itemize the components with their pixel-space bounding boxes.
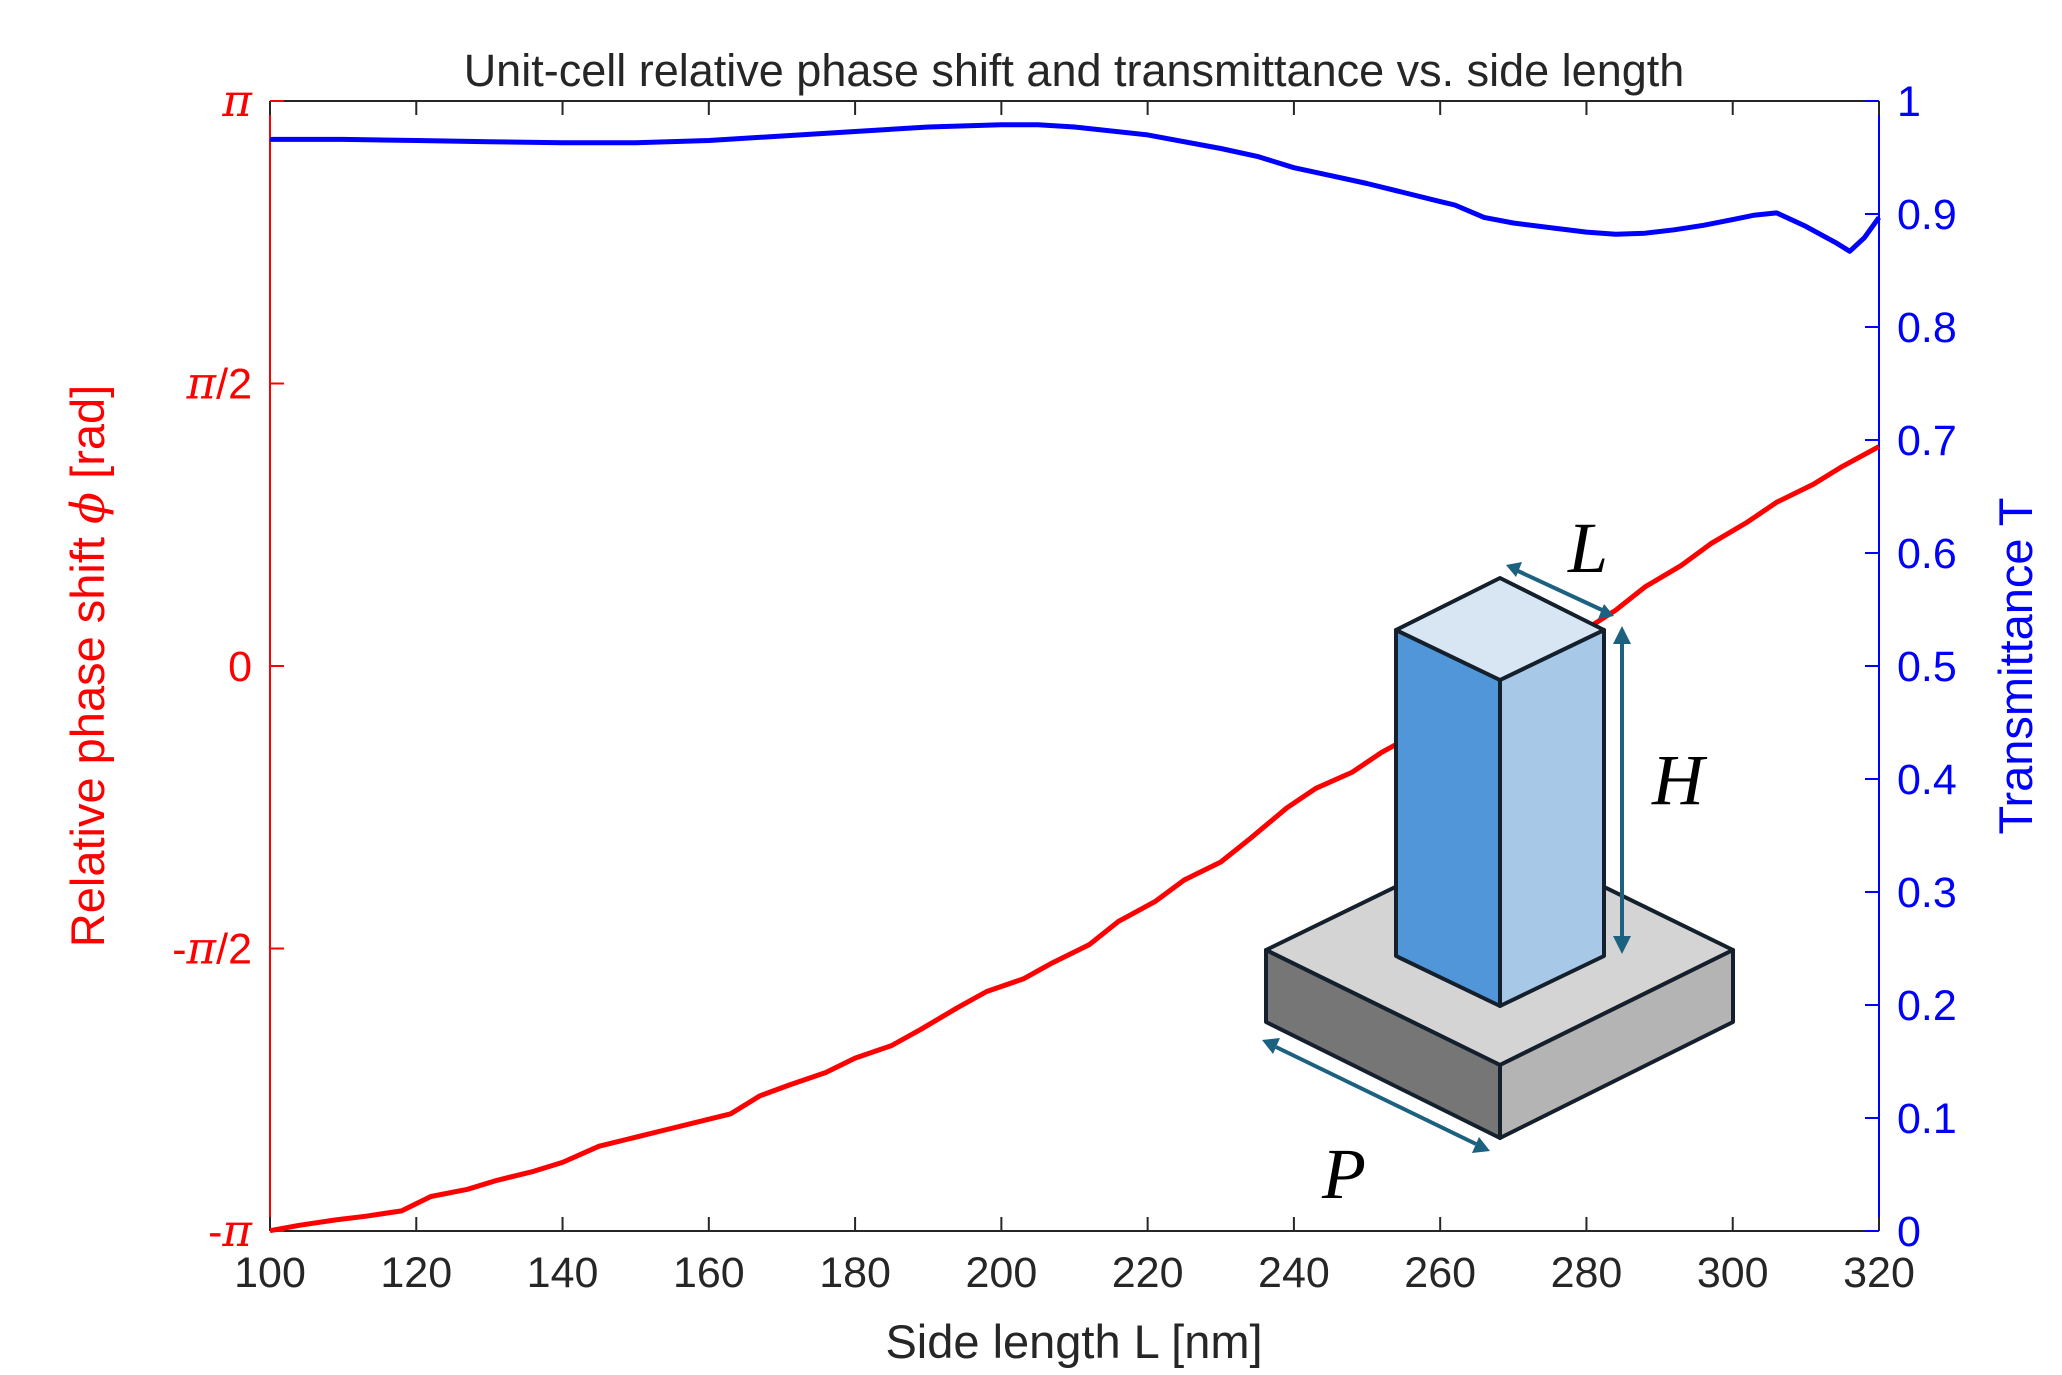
phi-symbol: ϕ — [61, 492, 116, 524]
right-y-axis-label: Transmittance T — [1989, 498, 2042, 835]
pillar-side-face — [1498, 628, 1606, 1008]
left-y-tick-label: -π — [208, 1204, 253, 1257]
right-y-tick-label: 0.2 — [1897, 982, 1957, 1030]
x-tick-label: 120 — [380, 1249, 452, 1297]
left-y-tick-label: 0 — [228, 643, 252, 691]
left-y-axis-label-text: Relative phase shift — [61, 537, 114, 947]
unit-cell-diagram — [1264, 576, 1735, 1140]
arrowhead-H-start — [1613, 626, 1631, 644]
arrowhead-P-start — [1262, 1038, 1280, 1054]
tick-pi-symbol: π — [221, 1204, 253, 1257]
phase-shift-line — [269, 444, 1881, 1234]
arrow-P — [1275, 1045, 1477, 1146]
tick-sign: - — [172, 926, 186, 974]
arrowhead-L-end — [1598, 604, 1614, 619]
right-y-tick-label: 0.1 — [1897, 1095, 1957, 1143]
tick-pi-symbol: π — [186, 356, 218, 409]
right-y-tick-label: 0.8 — [1897, 304, 1957, 352]
x-tick-label: 180 — [819, 1249, 891, 1297]
arrowhead-L-start — [1506, 562, 1522, 577]
x-tick-label: 200 — [965, 1249, 1037, 1297]
right-y-tick-label: 0.7 — [1897, 417, 1957, 465]
label-H: H — [1651, 740, 1708, 820]
pillar-front-face — [1394, 628, 1502, 1008]
x-ticks: 100 120 140 160 180 200 220 240 260 280 300 320 — [234, 101, 1915, 1297]
arrowhead-H-end — [1613, 936, 1631, 954]
x-tick-label: 140 — [527, 1249, 599, 1297]
right-y-ticks: 0 0.1 0.2 0.3 0.4 0.5 0.6 0.7 0.8 0.9 1 — [1865, 78, 1957, 1256]
pillar-top-face — [1394, 576, 1606, 682]
transmittance-line — [270, 122, 1882, 254]
tick-pi-symbol: π — [186, 922, 218, 975]
left-y-tick-label: -π/2 — [172, 922, 252, 975]
tick-sign: 0 — [228, 643, 252, 691]
left-y-axis-label: Relative phase shift ϕ [rad] — [61, 385, 116, 947]
left-y-axis-label-unit: [rad] — [61, 385, 114, 479]
label-P: P — [1321, 1134, 1366, 1214]
left-y-tick-label: π/2 — [186, 356, 252, 409]
tick-sign: - — [208, 1208, 222, 1256]
x-tick-label: 260 — [1404, 1249, 1476, 1297]
x-tick-label: 220 — [1112, 1249, 1184, 1297]
label-L: L — [1567, 508, 1608, 588]
left-y-ticks: ππ/20-π/2-π — [172, 74, 284, 1257]
x-tick-label: 320 — [1843, 1249, 1915, 1297]
tick-suffix: /2 — [216, 360, 252, 408]
tick-pi-symbol: π — [221, 74, 253, 127]
dimension-arrows — [1262, 562, 1631, 1153]
arrow-L — [1517, 569, 1603, 612]
right-y-tick-label: 0.9 — [1897, 191, 1957, 239]
x-tick-label: 160 — [673, 1249, 745, 1297]
right-y-tick-label: 1 — [1897, 78, 1921, 126]
right-y-tick-label: 0.6 — [1897, 530, 1957, 578]
right-y-tick-label: 0 — [1897, 1208, 1921, 1256]
base-right-face — [1498, 948, 1735, 1140]
right-y-tick-label: 0.4 — [1897, 756, 1957, 804]
x-tick-label: 280 — [1551, 1249, 1623, 1297]
x-tick-label: 100 — [234, 1249, 306, 1297]
right-y-tick-label: 0.3 — [1897, 869, 1957, 917]
tick-suffix: /2 — [216, 926, 252, 974]
x-tick-label: 300 — [1697, 1249, 1769, 1297]
right-y-tick-label: 0.5 — [1897, 643, 1957, 691]
arrowhead-P-end — [1472, 1137, 1490, 1153]
chart-title: Unit-cell relative phase shift and trans… — [464, 45, 1685, 96]
x-tick-label: 240 — [1258, 1249, 1330, 1297]
left-y-tick-label: π — [221, 74, 253, 127]
x-axis-label: Side length L [nm] — [885, 1315, 1262, 1368]
